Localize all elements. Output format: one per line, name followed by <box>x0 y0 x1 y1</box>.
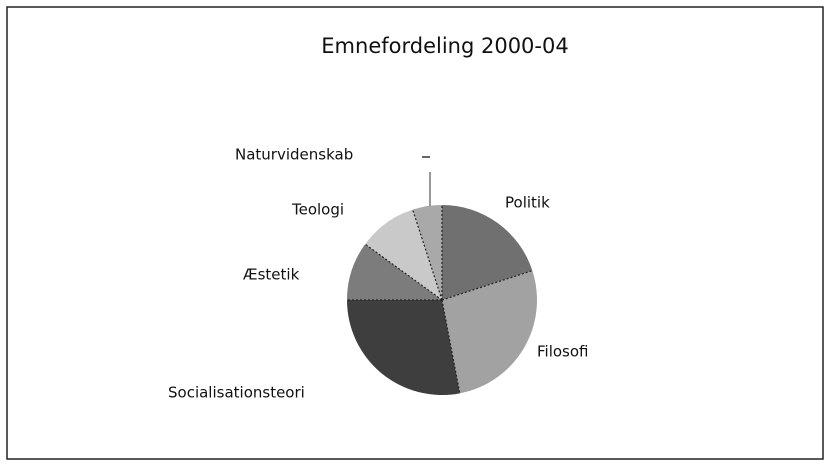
pie-slice <box>442 205 533 300</box>
slice-label: Socialisationsteori <box>168 384 305 402</box>
slice-label: Filosofi <box>537 343 589 361</box>
pie-slice <box>365 209 442 300</box>
pie-slice <box>347 244 442 300</box>
slice-label: Æstetik <box>243 266 300 284</box>
slice-label: Politik <box>505 194 550 212</box>
slice-label: Teologi <box>291 201 344 219</box>
chart-title: Emnefordeling 2000-04 <box>321 34 568 58</box>
slice-label: Naturvidenskab <box>235 146 353 164</box>
pie-slice <box>347 300 460 395</box>
pie-slice <box>442 270 537 394</box>
